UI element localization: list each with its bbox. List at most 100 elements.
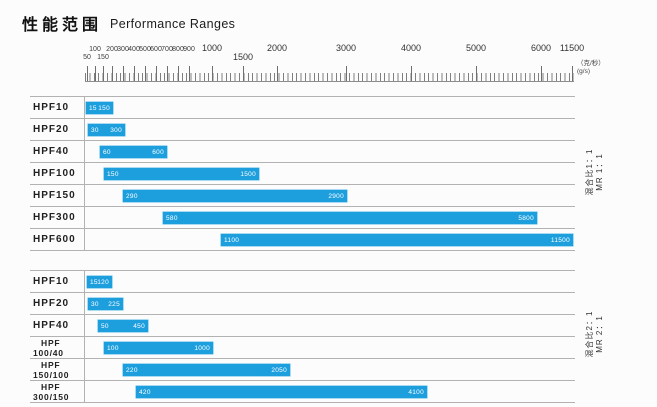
range-bar-hpf150: 290 2900 [123,190,347,202]
axis-tick-label-900: 900 [183,46,195,53]
axis-tick-5000 [476,66,477,81]
page-title-en: Performance Ranges [110,17,236,31]
bar-max-value: 2900 [328,192,344,200]
axis-tick-1500 [243,66,244,81]
range-bar-hpf40: 60 600 [100,146,167,158]
axis-tick-200 [112,66,113,81]
axis-tick-label-4000: 4000 [400,43,422,53]
axis-tick-label-400: 400 [128,46,140,53]
axis-tick-4000 [411,66,412,81]
chart-row-hpf100: HPF100 150 1500 [30,162,575,184]
axis-tick-700 [167,66,168,81]
chart-row-hpf10: HPF10 15 150 [30,96,575,118]
axis-tick-100 [95,66,96,81]
row-label-hpf100: HPF100 [33,168,76,179]
axis-tick-label-200: 200 [106,46,118,53]
bar-min-value: 15 [89,104,97,112]
mix-ratio-label-1-1-zh: 混合比1：1 [585,148,594,196]
bar-max-value: 450 [133,322,145,330]
bar-min-value: 50 [101,322,109,330]
axis-tick-1000 [212,66,213,81]
mix-ratio-label-2-1: 混合比2：1 MR 2：1 [585,292,607,376]
range-bar-hpf20: 30 300 [88,124,125,136]
bar-min-value: 30 [91,126,99,134]
bar-min-value: 100 [107,344,119,352]
row-label-hpf10: HPF10 [33,102,70,113]
row-label-line2: 100/40 [33,347,64,358]
bar-max-value: 4100 [408,388,424,396]
label-column-divider [84,270,85,402]
chart-mix-ratio-1-1: HPF10 15 150 HPF20 30 300 HPF40 60 600 HPF100 150 1… [30,96,575,251]
axis-unit-zh: （克/秒） [577,60,605,67]
axis-tick-150 [103,66,104,81]
row-label-hpf-150-100: HPF 150/100 [30,359,84,380]
axis-tick-50 [87,66,88,81]
axis-tick-label-5000: 5000 [465,43,487,53]
chart-row-hpf40: HPF40 60 600 [30,140,575,162]
bar-min-value: 290 [126,192,138,200]
axis-tick-label-11500: 11500 [559,43,585,53]
axis-tick-label-800: 800 [172,46,184,53]
bar-max-value: 1000 [194,344,210,352]
range-bar-hpf40: 50 450 [98,320,148,332]
row-label-hpf150: HPF150 [33,190,76,201]
bar-max-value: 225 [108,300,120,308]
chart-row-hpf-100-40: HPF 100/40 100 1000 [30,336,575,358]
chart-row-hpf10: HPF10 15 120 [30,270,575,292]
row-label-hpf-300-150: HPF 300/150 [30,381,84,402]
axis-tick-label-50: 50 [83,54,91,61]
axis-tick-11500 [572,66,573,81]
row-label-hpf300: HPF300 [33,212,76,223]
row-label-line1: HPF [41,338,61,348]
axis-tick-label-150: 150 [97,54,109,61]
range-bar-hpf10: 15 150 [86,102,113,114]
axis-tick-label-100: 100 [89,46,101,53]
chart-mix-ratio-2-1: HPF10 15 120 HPF20 30 225 HPF40 50 450 HPF 100/40 1… [30,270,575,403]
range-bar-hpf20: 30 225 [88,298,123,310]
axis-tick-label-700: 700 [161,46,173,53]
bar-min-value: 60 [103,148,111,156]
axis-unit-en: (g/s) [577,67,590,75]
bar-min-value: 580 [166,214,178,222]
axis-unit-label: （克/秒） (g/s) [577,60,605,75]
chart-row-hpf20: HPF20 30 225 [30,292,575,314]
chart-row-hpf-150-100: HPF 150/100 220 2050 [30,358,575,380]
axis-tick-600 [156,66,157,81]
range-bar-hpf-300-150: 420 4100 [136,386,427,398]
axis-tick-label-1000: 1000 [201,43,223,53]
range-bar-hpf300: 580 5800 [163,212,537,224]
range-bar-hpf100: 150 1500 [104,168,259,180]
bar-min-value: 150 [107,170,119,178]
bar-max-value: 300 [110,126,122,134]
axis-tick-800 [178,66,179,81]
chart-row-hpf-300-150: HPF 300/150 420 4100 [30,380,575,402]
mix-ratio-label-1-1-en: MR 1：1 [594,153,604,191]
bar-max-value: 5800 [518,214,534,222]
axis-tick-6000 [541,66,542,81]
chart-row-hpf150: HPF150 290 2900 [30,184,575,206]
axis-tick-500 [145,66,146,81]
range-bar-hpf-150-100: 220 2050 [123,364,290,376]
bar-max-value: 120 [97,278,109,286]
mix-ratio-label-1-1: 混合比1：1 MR 1：1 [585,130,607,214]
row-label-line2: 150/100 [33,369,70,380]
axis-tick-label-3000: 3000 [335,43,357,53]
axis-tick-2000 [277,66,278,81]
bar-max-value: 1500 [240,170,256,178]
range-bar-hpf-100-40: 100 1000 [104,342,213,354]
row-label-hpf-100-40: HPF 100/40 [30,337,84,358]
bar-max-value: 150 [98,104,110,112]
axis-baseline [85,81,574,82]
axis-minor-ticks [85,73,574,81]
row-label-line1: HPF [41,382,61,392]
row-label-hpf20: HPF20 [33,124,70,135]
row-label-hpf10: HPF10 [33,276,70,287]
chart-row-hpf40: HPF40 50 450 [30,314,575,336]
page-title-zh: 性能范围 [22,17,103,34]
axis-tick-300 [123,66,124,81]
axis-tick-label-600: 600 [150,46,162,53]
range-bar-hpf10: 15 120 [87,276,112,288]
bar-min-value: 420 [139,388,151,396]
flow-rate-axis: 50 100 150 200 300 400 500 600 700 800 900 1000 1500… [83,42,584,82]
